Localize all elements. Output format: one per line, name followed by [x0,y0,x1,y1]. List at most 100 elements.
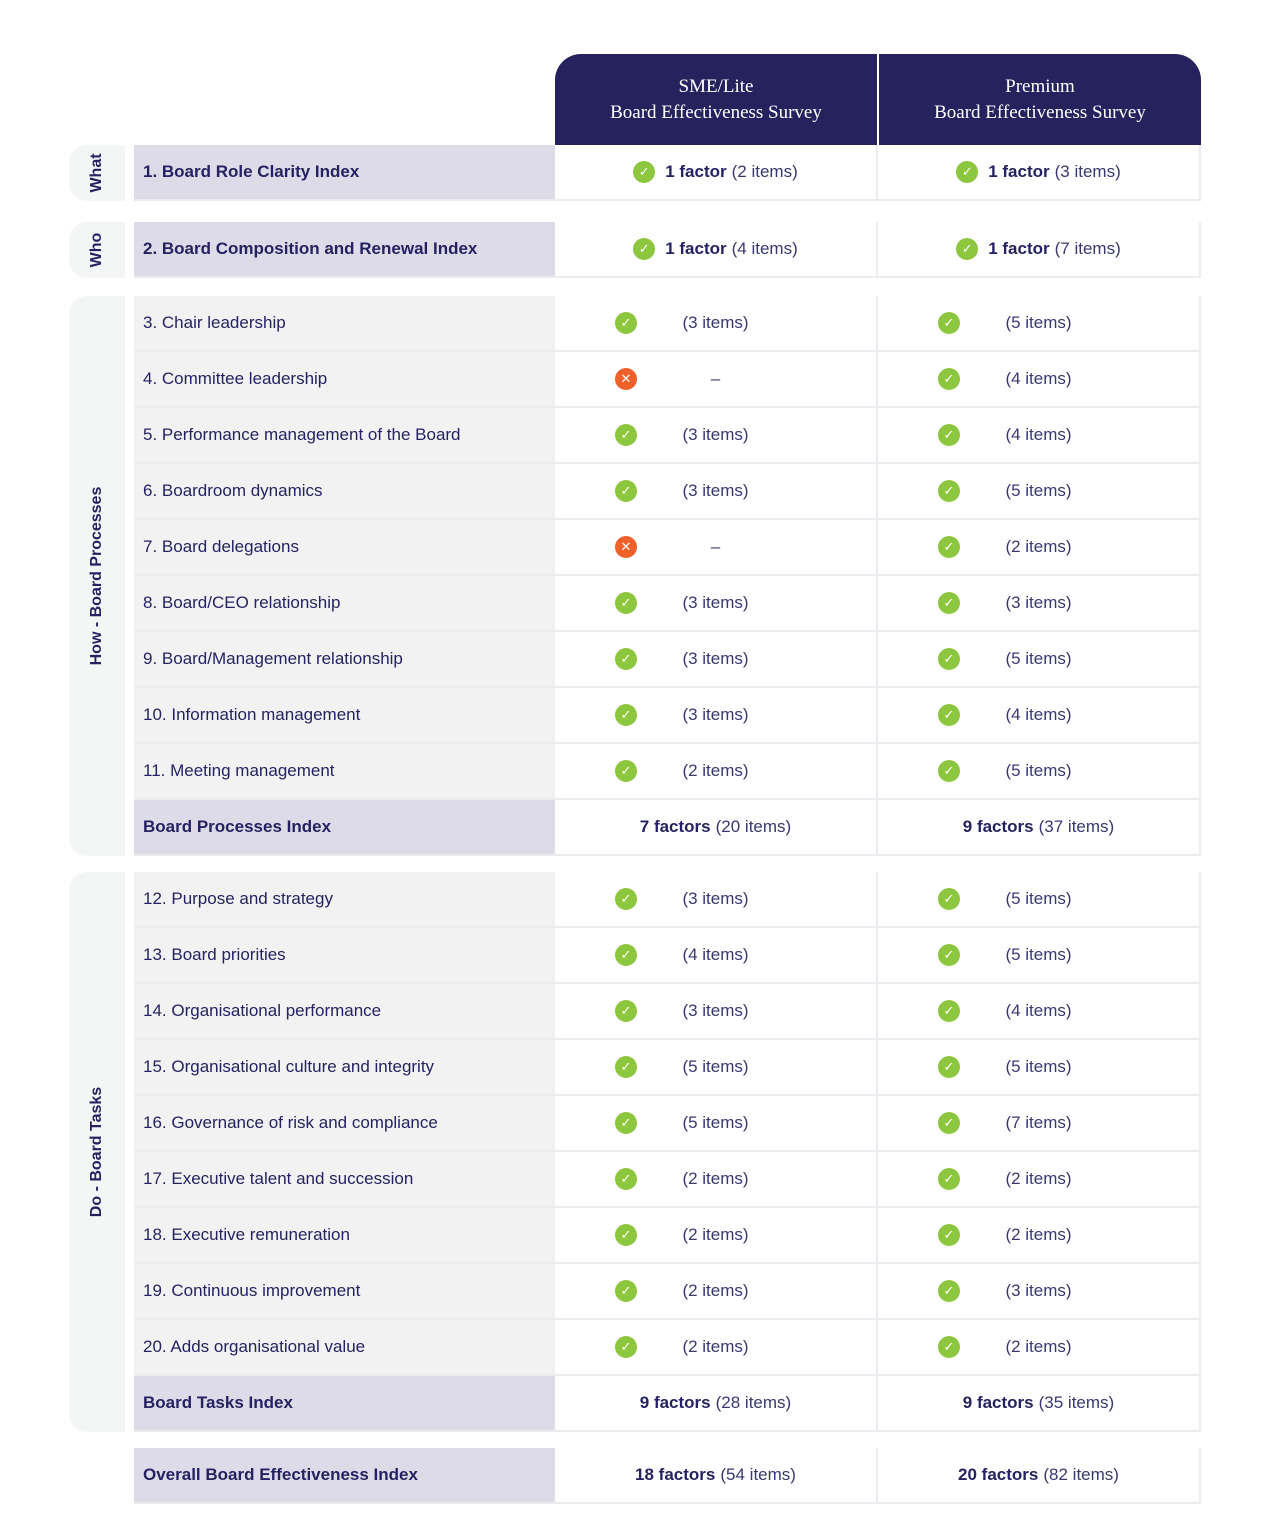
items-count: (5 items) [1005,761,1072,780]
items-count: (28 items) [715,1393,792,1412]
cell-premium: 20 factors (82 items) [878,1448,1201,1502]
check-circle-icon: ✓ [938,592,960,614]
group-label: How - Board Processes [69,296,125,856]
factor-count: 1 factor [988,162,1050,181]
items-count: (54 items) [720,1465,796,1484]
items-count: (4 items) [1005,705,1072,724]
row-label: Board Tasks Index [134,1376,555,1430]
check-circle-icon: ✓ [938,1224,960,1246]
items-count: (2 items) [682,761,749,780]
cell-premium: ✓ (3 items) [878,576,1201,630]
cell-premium: ✓ (5 items) [878,1040,1201,1094]
check-circle-icon: ✓ [938,536,960,558]
items-count: – [710,369,721,388]
row-label: 3. Chair leadership [134,296,555,350]
items-count: (5 items) [1005,889,1072,908]
items-count: (3 items) [682,1001,749,1020]
row-label: 11. Meeting management [134,744,555,798]
row-label: Overall Board Effectiveness Index [134,1448,555,1502]
factor-count: 9 factors [962,1393,1034,1412]
cell-premium: ✓ (3 items) [878,1264,1201,1318]
items-count: (4 items) [682,945,749,964]
row-label: 13. Board priorities [134,928,555,982]
items-count: (3 items) [1054,162,1121,181]
header-premium: Premium Board Effectiveness Survey [879,54,1201,145]
row-label: 15. Organisational culture and integrity [134,1040,555,1094]
items-count: (2 items) [731,162,798,181]
cell-lite: 9 factors (28 items) [555,1376,878,1430]
factor-row: 10. Information management ✓ (3 items) ✓ (4 … [134,688,1201,744]
header-lite-title: SME/Lite [678,75,754,97]
factor-row: 11. Meeting management ✓ (2 items) ✓ (5 item… [134,744,1201,800]
factor-count: 1 factor [665,162,727,181]
header-lite: SME/Lite Board Effectiveness Survey [555,54,877,145]
cell-lite: 18 factors (54 items) [555,1448,878,1502]
check-circle-icon: ✓ [633,238,656,260]
items-count: (3 items) [1005,593,1072,612]
section: Who 2. Board Composition and Renewal Inde… [0,222,1271,278]
header-premium-title: Premium [1005,75,1075,97]
check-circle-icon: ✓ [938,424,960,446]
items-count: (3 items) [1005,1281,1072,1300]
factor-row: 15. Organisational culture and integrity… [134,1040,1201,1096]
cross-circle-icon: ✕ [615,368,637,390]
check-circle-icon: ✓ [938,944,960,966]
items-count: (3 items) [682,705,749,724]
cell-lite: ✕ – [555,520,878,574]
cell-lite: ✓ (2 items) [555,1152,878,1206]
row-label: 1. Board Role Clarity Index [134,145,555,199]
group-label-text: What [88,153,105,193]
row-label: 18. Executive remuneration [134,1208,555,1262]
factor-count: 1 factor [665,239,727,258]
items-count: (20 items) [715,817,792,836]
cell-premium: ✓ (7 items) [878,1096,1201,1150]
items-count: (5 items) [682,1057,749,1076]
cross-circle-icon: ✕ [615,536,637,558]
cell-lite: ✕ – [555,352,878,406]
cell-lite: ✓ (3 items) [555,408,878,462]
factor-row: 19. Continuous improvement ✓ (2 items) ✓ (3 … [134,1264,1201,1320]
section: Overall Board Effectiveness Index 18 fact… [0,1448,1271,1504]
factor-row: 18. Executive remuneration ✓ (2 items) ✓ (2 … [134,1208,1201,1264]
items-count: (7 items) [1005,1113,1072,1132]
check-circle-icon: ✓ [615,312,637,334]
header-lite-subtitle: Board Effectiveness Survey [610,101,822,123]
items-count: (4 items) [1005,369,1072,388]
check-circle-icon: ✓ [938,1056,960,1078]
check-circle-icon: ✓ [615,888,637,910]
cell-premium: ✓ (5 items) [878,872,1201,926]
items-count: (4 items) [1005,425,1072,444]
index-row: 2. Board Composition and Renewal Index ✓ 1… [134,222,1201,278]
factor-row: 20. Adds organisational value ✓ (2 items) ✓… [134,1320,1201,1376]
row-label: 14. Organisational performance [134,984,555,1038]
cell-lite: ✓ (4 items) [555,928,878,982]
check-circle-icon: ✓ [956,161,979,183]
check-circle-icon: ✓ [938,1280,960,1302]
group-label: Do - Board Tasks [69,872,125,1432]
items-count: (3 items) [682,889,749,908]
factor-row: 9. Board/Management relationship ✓ (3 item… [134,632,1201,688]
cell-premium: ✓ (4 items) [878,984,1201,1038]
section: What 1. Board Role Clarity Index ✓ 1 factor… [0,145,1271,201]
check-circle-icon: ✓ [615,1336,637,1358]
index-row: Board Processes Index 7 factors (20 items)… [134,800,1201,856]
check-circle-icon: ✓ [615,1280,637,1302]
index-row: 1. Board Role Clarity Index ✓ 1 factor (2 i… [134,145,1201,201]
check-circle-icon: ✓ [938,1112,960,1134]
items-count: – [710,537,721,556]
items-count: (2 items) [682,1169,749,1188]
check-circle-icon: ✓ [938,480,960,502]
check-circle-icon: ✓ [615,1000,637,1022]
row-label: 10. Information management [134,688,555,742]
row-label: 4. Committee leadership [134,352,555,406]
items-count: (4 items) [1005,1001,1072,1020]
factor-row: 5. Performance management of the Board ✓ (… [134,408,1201,464]
row-label: 19. Continuous improvement [134,1264,555,1318]
items-count: (5 items) [1005,481,1072,500]
check-circle-icon: ✓ [938,888,960,910]
cell-premium: ✓ (5 items) [878,464,1201,518]
row-label: 6. Boardroom dynamics [134,464,555,518]
cell-premium: 9 factors (35 items) [878,1376,1201,1430]
check-circle-icon: ✓ [938,312,960,334]
